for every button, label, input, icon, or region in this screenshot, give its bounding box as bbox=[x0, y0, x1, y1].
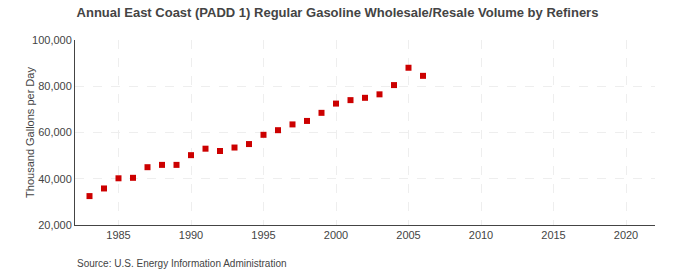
svg-text:1990: 1990 bbox=[179, 229, 203, 241]
svg-text:Source: U.S. Energy Informatio: Source: U.S. Energy Information Administ… bbox=[77, 258, 287, 269]
svg-text:2015: 2015 bbox=[541, 229, 565, 241]
svg-text:2020: 2020 bbox=[614, 229, 638, 241]
svg-text:Annual East Coast (PADD 1) Reg: Annual East Coast (PADD 1) Regular Gasol… bbox=[77, 5, 599, 20]
svg-text:2010: 2010 bbox=[469, 229, 493, 241]
svg-text:1995: 1995 bbox=[251, 229, 275, 241]
svg-text:40,000: 40,000 bbox=[38, 173, 72, 185]
svg-text:60,000: 60,000 bbox=[38, 126, 72, 138]
svg-text:1985: 1985 bbox=[106, 229, 130, 241]
svg-text:2005: 2005 bbox=[396, 229, 420, 241]
svg-text:2000: 2000 bbox=[324, 229, 348, 241]
svg-text:Thousand Gallons per Day: Thousand Gallons per Day bbox=[24, 67, 36, 198]
svg-text:20,000: 20,000 bbox=[38, 219, 72, 231]
svg-text:100,000: 100,000 bbox=[32, 34, 72, 46]
svg-text:80,000: 80,000 bbox=[38, 80, 72, 92]
